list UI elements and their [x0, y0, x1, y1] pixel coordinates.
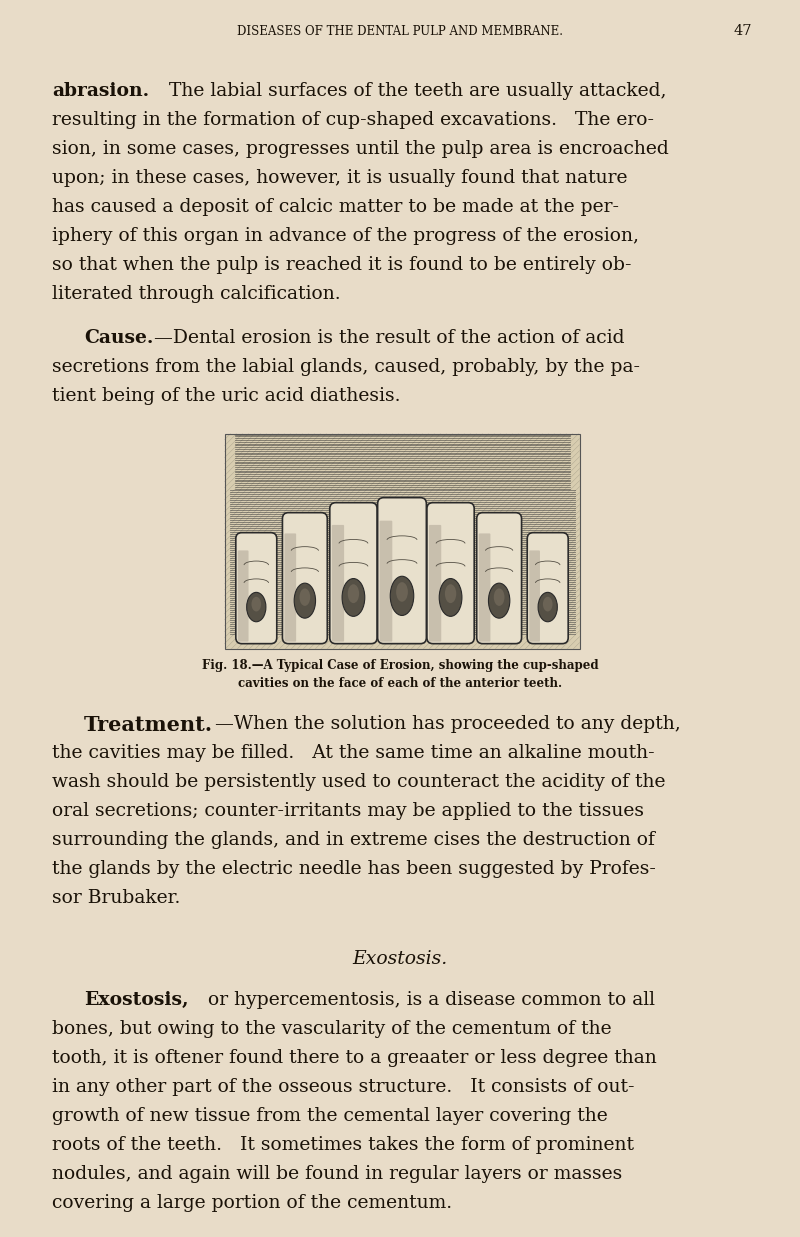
FancyBboxPatch shape — [236, 533, 277, 643]
Text: tooth, it is oftener found there to a greaater or less degree than: tooth, it is oftener found there to a gr… — [52, 1049, 657, 1066]
FancyBboxPatch shape — [527, 533, 568, 643]
Ellipse shape — [445, 584, 456, 604]
Text: DISEASES OF THE DENTAL PULP AND MEMBRANE.: DISEASES OF THE DENTAL PULP AND MEMBRANE… — [237, 25, 563, 38]
Text: or hypercementosis, is a disease common to all: or hypercementosis, is a disease common … — [202, 991, 655, 1008]
Text: roots of the teeth.   It sometimes takes the form of prominent: roots of the teeth. It sometimes takes t… — [52, 1136, 634, 1154]
Text: growth of new tissue from the cemental layer covering the: growth of new tissue from the cemental l… — [52, 1107, 608, 1124]
FancyBboxPatch shape — [380, 521, 392, 642]
Text: resulting in the formation of cup-shaped excavations.   The ero-: resulting in the formation of cup-shaped… — [52, 111, 654, 129]
FancyBboxPatch shape — [378, 497, 426, 643]
Ellipse shape — [390, 576, 414, 616]
Text: Exostosis,: Exostosis, — [84, 991, 189, 1008]
Text: surrounding the glands, and in extreme cises the destruction of: surrounding the glands, and in extreme c… — [52, 831, 655, 849]
Text: covering a large portion of the cementum.: covering a large portion of the cementum… — [52, 1194, 452, 1212]
Text: The labial surfaces of the teeth are usually attacked,: The labial surfaces of the teeth are usu… — [157, 82, 666, 100]
Text: —When the solution has proceeded to any depth,: —When the solution has proceeded to any … — [215, 715, 681, 732]
Text: Cause.: Cause. — [84, 329, 154, 348]
FancyBboxPatch shape — [282, 512, 327, 643]
Text: upon; in these cases, however, it is usually found that nature: upon; in these cases, however, it is usu… — [52, 169, 627, 187]
Text: has caused a deposit of calcic matter to be made at the per-: has caused a deposit of calcic matter to… — [52, 198, 619, 216]
Text: cavities on the face of each of the anterior teeth.: cavities on the face of each of the ante… — [238, 677, 562, 689]
FancyBboxPatch shape — [427, 502, 474, 643]
Ellipse shape — [489, 583, 510, 618]
Text: nodules, and again will be found in regular layers or masses: nodules, and again will be found in regu… — [52, 1165, 622, 1183]
Text: Exostosis.: Exostosis. — [352, 950, 448, 969]
Text: iphery of this organ in advance of the progress of the erosion,: iphery of this organ in advance of the p… — [52, 228, 639, 245]
Ellipse shape — [396, 583, 408, 601]
FancyBboxPatch shape — [477, 512, 522, 643]
Ellipse shape — [348, 584, 359, 604]
Text: the cavities may be filled.   At the same time an alkaline mouth-: the cavities may be filled. At the same … — [52, 743, 654, 762]
Text: so that when the pulp is reached it is found to be entirely ob-: so that when the pulp is reached it is f… — [52, 256, 631, 275]
FancyBboxPatch shape — [429, 524, 442, 642]
Text: —Dental erosion is the result of the action of acid: —Dental erosion is the result of the act… — [154, 329, 624, 348]
Ellipse shape — [538, 593, 558, 622]
Ellipse shape — [543, 596, 553, 611]
Text: oral secretions; counter-irritants may be applied to the tissues: oral secretions; counter-irritants may b… — [52, 802, 644, 820]
Text: secretions from the labial glands, caused, probably, by the pa-: secretions from the labial glands, cause… — [52, 357, 640, 376]
Text: in any other part of the osseous structure.   It consists of out-: in any other part of the osseous structu… — [52, 1077, 634, 1096]
FancyBboxPatch shape — [285, 533, 296, 642]
Text: sor Brubaker.: sor Brubaker. — [52, 889, 180, 907]
FancyBboxPatch shape — [330, 502, 377, 643]
Text: literated through calcification.: literated through calcification. — [52, 286, 341, 303]
Text: Fig. 18.—A Typical Case of Erosion, showing the cup-shaped: Fig. 18.—A Typical Case of Erosion, show… — [202, 659, 598, 672]
Text: sion, in some cases, progresses until the pulp area is encroached: sion, in some cases, progresses until th… — [52, 140, 669, 158]
Ellipse shape — [439, 579, 462, 616]
Ellipse shape — [299, 589, 310, 606]
Ellipse shape — [294, 583, 315, 618]
Text: 47: 47 — [734, 24, 752, 38]
Bar — [225, 434, 579, 648]
FancyBboxPatch shape — [478, 533, 490, 642]
Text: Treatment.: Treatment. — [84, 715, 213, 735]
FancyBboxPatch shape — [238, 550, 249, 642]
Text: the glands by the electric needle has been suggested by Profes-: the glands by the electric needle has be… — [52, 860, 656, 878]
Text: wash should be persistently used to counteract the acidity of the: wash should be persistently used to coun… — [52, 773, 666, 790]
Ellipse shape — [494, 589, 505, 606]
FancyBboxPatch shape — [530, 550, 540, 642]
Text: bones, but owing to the vascularity of the cementum of the: bones, but owing to the vascularity of t… — [52, 1019, 612, 1038]
Text: abrasion.: abrasion. — [52, 82, 149, 100]
Ellipse shape — [251, 596, 261, 611]
Ellipse shape — [342, 579, 365, 616]
Bar — [225, 434, 579, 648]
Text: tient being of the uric acid diathesis.: tient being of the uric acid diathesis. — [52, 387, 401, 406]
FancyBboxPatch shape — [332, 524, 344, 642]
Ellipse shape — [246, 593, 266, 622]
